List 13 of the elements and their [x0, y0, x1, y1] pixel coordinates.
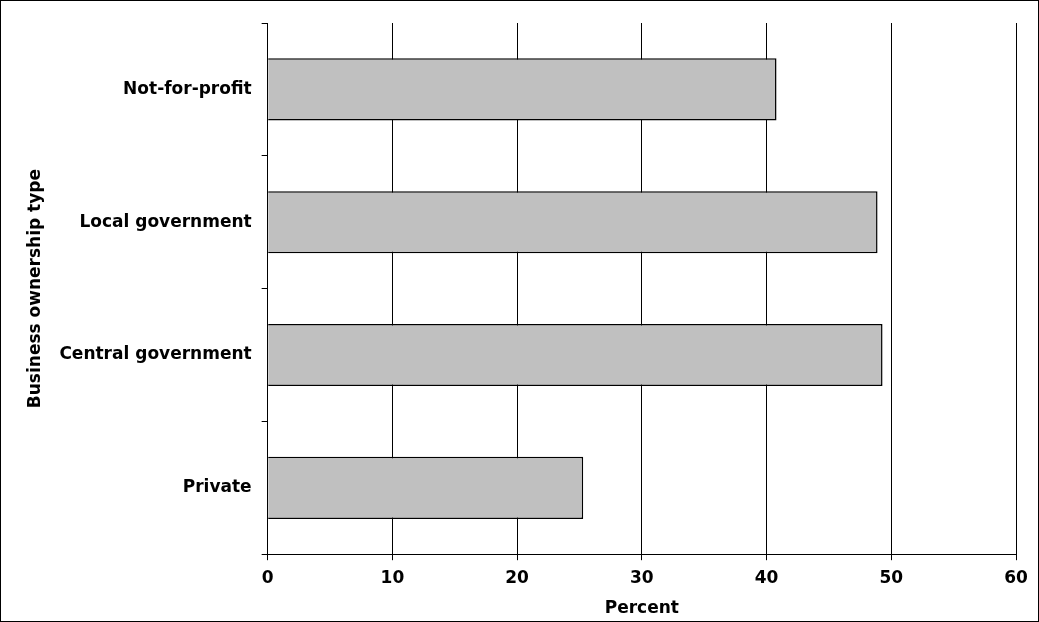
x-tick-label: 60 — [1004, 566, 1028, 587]
x-tick-label: 0 — [261, 566, 274, 587]
x-tick-label: 30 — [629, 566, 654, 587]
x-tick-label: 50 — [879, 566, 904, 587]
x-tick-label: 20 — [505, 566, 530, 587]
x-tick-label: 10 — [380, 566, 405, 587]
x-axis-title: Percent — [604, 597, 679, 618]
y-tick-label: Local government — [79, 210, 252, 231]
y-tick-label: Central government — [59, 343, 252, 364]
x-tick-label: 40 — [754, 566, 779, 587]
y-axis-title: Business ownership type — [23, 168, 44, 409]
y-tick-label: Private — [182, 476, 252, 497]
y-tick-label: Not-for-profit — [123, 77, 252, 98]
